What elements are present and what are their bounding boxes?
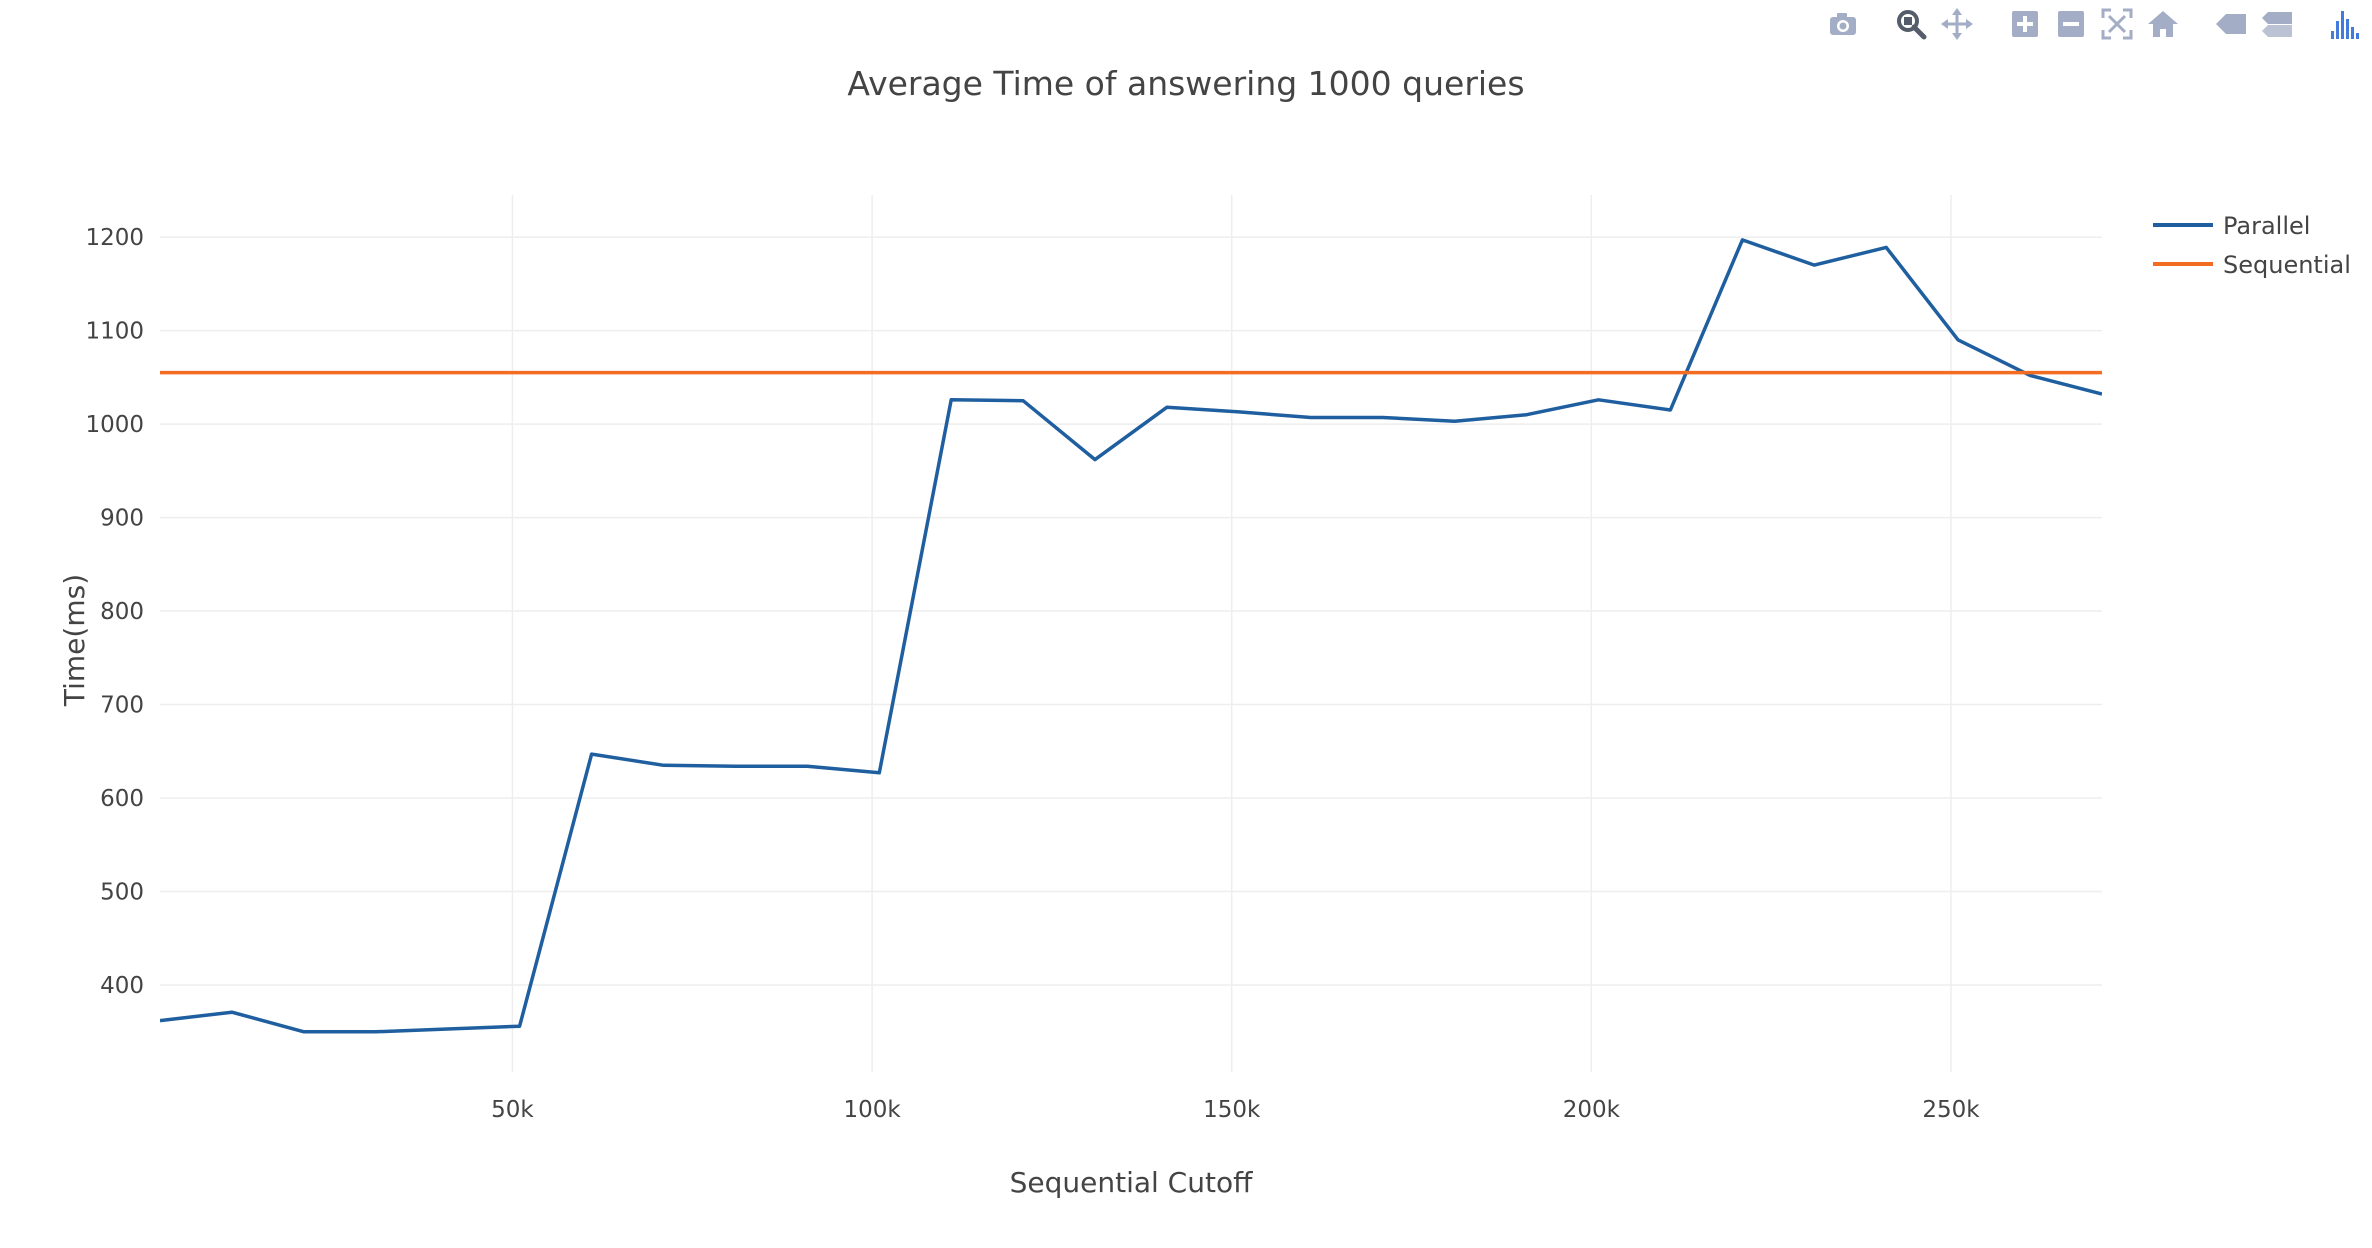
x-tick-label: 250k — [1922, 1097, 1980, 1123]
grid — [160, 195, 2102, 1072]
chart-title: Average Time of answering 1000 queries — [847, 64, 1524, 103]
legend-item-sequential[interactable]: Sequential — [2153, 251, 2351, 279]
x-tick-label: 100k — [843, 1097, 901, 1123]
pan-button[interactable] — [1934, 4, 1980, 44]
y-tick-label: 800 — [100, 599, 144, 625]
autoscale-icon — [2101, 8, 2133, 40]
zoom-in-icon — [2012, 11, 2038, 37]
reset-axes-button[interactable] — [2140, 4, 2186, 44]
x-axis: 50k 100k 150k 200k 250k — [491, 1097, 1980, 1123]
legend: Parallel Sequential — [2153, 212, 2351, 279]
modebar — [1798, 4, 2368, 44]
camera-button[interactable] — [1820, 4, 1866, 44]
zoom-out-icon — [2058, 11, 2084, 37]
x-tick-label: 150k — [1203, 1097, 1261, 1123]
legend-item-parallel[interactable]: Parallel — [2153, 212, 2310, 240]
modebar-group — [2002, 4, 2186, 44]
hover-closest-icon — [2216, 14, 2246, 34]
camera-icon — [1830, 13, 1856, 35]
y-tick-label: 700 — [100, 693, 144, 719]
pan-icon — [1941, 8, 1973, 40]
y-tick-label: 1200 — [85, 225, 144, 251]
hover-compare-icon — [2262, 12, 2292, 37]
plot-area[interactable] — [160, 238, 2102, 1034]
y-tick-label: 500 — [100, 880, 144, 906]
hover-compare-button[interactable] — [2254, 4, 2300, 44]
modebar-group — [2322, 4, 2368, 44]
autoscale-button[interactable] — [2094, 4, 2140, 44]
plotly-logo-icon — [2331, 11, 2359, 39]
reset-axes-icon — [2148, 11, 2178, 37]
y-tick-label: 400 — [100, 973, 144, 999]
x-tick-label: 200k — [1563, 1097, 1621, 1123]
plotly-logo-button[interactable] — [2322, 4, 2368, 44]
legend-label: Parallel — [2223, 212, 2310, 240]
y-axis-title: Time(ms) — [58, 574, 91, 707]
zoom-button[interactable] — [1888, 4, 1934, 44]
legend-label: Sequential — [2223, 251, 2351, 279]
zoom-icon — [1897, 10, 1927, 40]
modebar-group — [1820, 4, 1866, 44]
y-tick-label: 600 — [100, 786, 144, 812]
y-tick-label: 1100 — [85, 319, 144, 345]
zoom-in-button[interactable] — [2002, 4, 2048, 44]
x-axis-title: Sequential Cutoff — [1010, 1166, 1253, 1199]
y-tick-label: 1000 — [85, 412, 144, 438]
zoom-out-button[interactable] — [2048, 4, 2094, 44]
x-tick-label: 50k — [491, 1097, 534, 1123]
hover-closest-button[interactable] — [2208, 4, 2254, 44]
modebar-group — [1888, 4, 1980, 44]
series-line-parallel[interactable] — [160, 238, 2102, 1034]
y-tick-label: 900 — [100, 506, 144, 532]
y-axis: 400 500 600 700 800 900 1000 1100 1200 — [85, 225, 144, 999]
modebar-group — [2208, 4, 2300, 44]
